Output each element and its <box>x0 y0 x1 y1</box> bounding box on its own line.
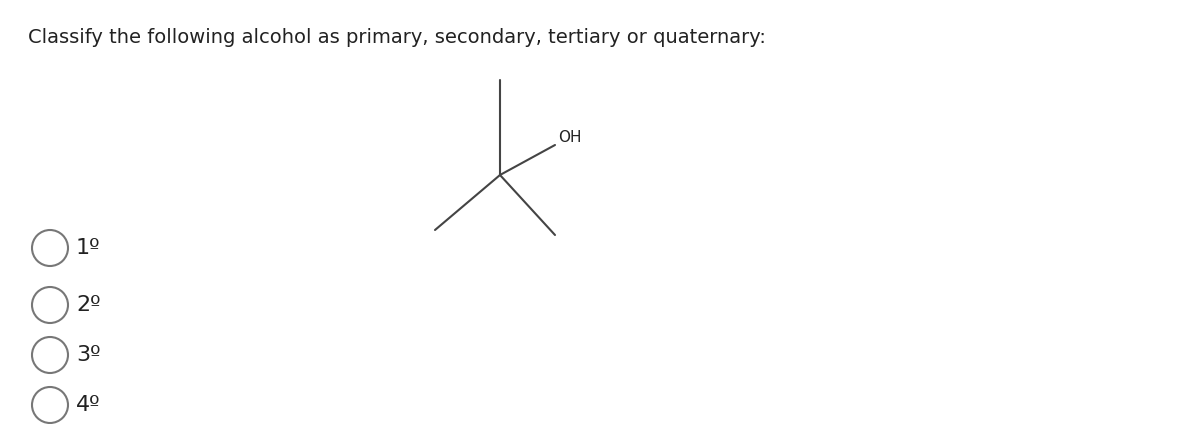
Text: 2º: 2º <box>76 295 101 315</box>
Text: 1º: 1º <box>76 238 101 258</box>
Text: Classify the following alcohol as primary, secondary, tertiary or quaternary:: Classify the following alcohol as primar… <box>28 28 766 47</box>
Text: 4º: 4º <box>76 395 101 415</box>
Text: OH: OH <box>558 131 582 145</box>
Text: 3º: 3º <box>76 345 101 365</box>
